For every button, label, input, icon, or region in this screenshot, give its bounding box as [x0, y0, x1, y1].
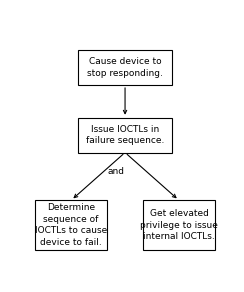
Text: Issue IOCTLs in
failure sequence.: Issue IOCTLs in failure sequence. [86, 125, 164, 145]
Bar [143, 200, 215, 250]
Text: and: and [107, 166, 124, 175]
Bar [78, 50, 172, 85]
Text: Determine
sequence of
IOCTLs to cause
device to fail.: Determine sequence of IOCTLs to cause de… [35, 203, 107, 247]
Bar [78, 118, 172, 152]
Text: Cause device to
stop responding.: Cause device to stop responding. [87, 58, 163, 78]
Text: Get elevated
privilege to issue
internal IOCTLs.: Get elevated privilege to issue internal… [140, 209, 218, 241]
Bar [35, 200, 107, 250]
